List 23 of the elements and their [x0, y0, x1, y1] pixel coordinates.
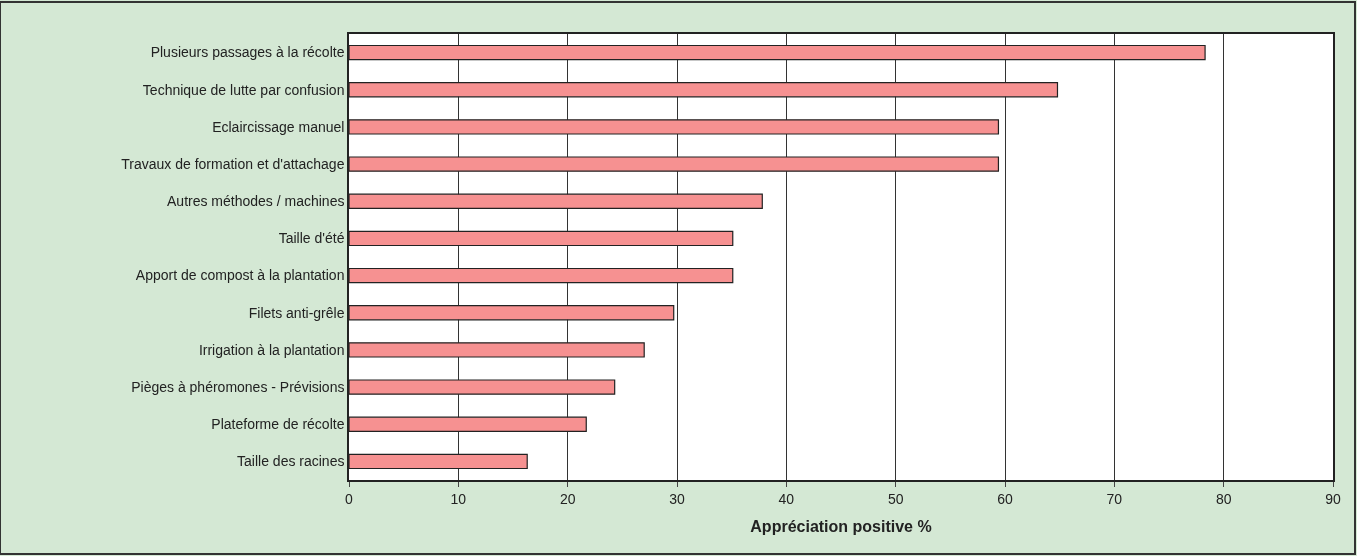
y-tick-label: Autres méthodes / machines	[167, 193, 345, 210]
x-tick-label: 0	[345, 490, 354, 507]
x-axis-title: Appréciation positive %	[750, 517, 932, 535]
x-tick-label: 50	[887, 490, 904, 507]
y-tick-label: Technique de lutte par confusion	[142, 81, 345, 98]
y-tick-label: Plusieurs passages à la récolte	[150, 44, 345, 61]
x-tick-label: 70	[1106, 490, 1123, 507]
x-tick-label: 40	[778, 490, 795, 507]
y-tick-label: Travaux de formation et d'attachage	[121, 155, 345, 172]
y-tick-label: Taille des racines	[237, 453, 345, 470]
y-tick-label: Filets anti-grêle	[248, 304, 345, 321]
x-tick-label: 60	[997, 490, 1013, 507]
y-tick-label: Irrigation à la plantation	[198, 341, 345, 358]
y-tick-label: Plateforme de récolte	[211, 416, 345, 433]
y-tick-label: Pièges à phéromones - Prévisions	[131, 378, 345, 395]
x-tick-label: 20	[559, 490, 576, 507]
x-tick-label: 30	[669, 490, 685, 507]
x-tick-label: 90	[1325, 490, 1341, 507]
y-tick-label: Apport de compost à la plantation	[135, 267, 345, 284]
y-tick-label: Eclaircissage manuel	[212, 118, 345, 135]
y-tick-label: Taille d'été	[278, 230, 345, 247]
x-tick-label: 80	[1215, 490, 1232, 507]
x-tick-label: 10	[450, 490, 467, 507]
